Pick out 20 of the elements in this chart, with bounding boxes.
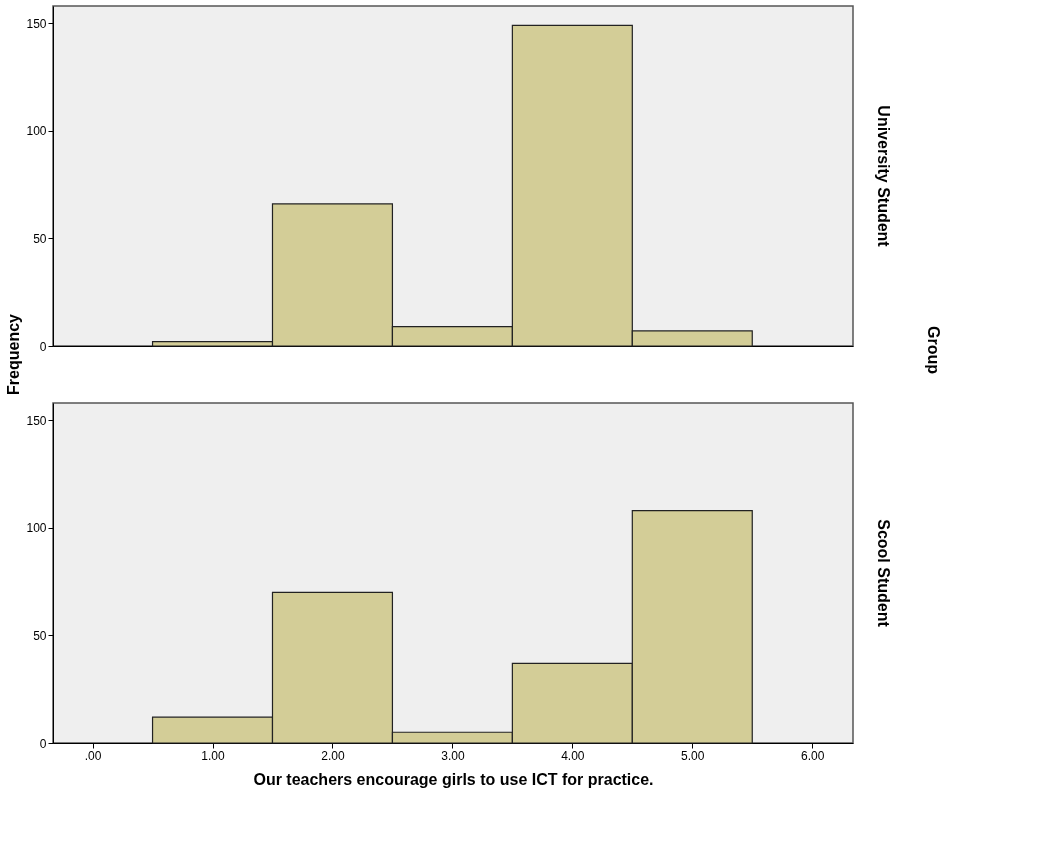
y-tick-label: 100 (26, 124, 47, 139)
x-axis-title: Our teachers encourage girls to use ICT for practice. (253, 770, 654, 788)
x-tick-label: 6.00 (801, 748, 825, 763)
text: Scool Student (875, 519, 892, 628)
y-tick-label: 150 (26, 413, 47, 428)
y-tick-label: 100 (26, 521, 47, 536)
x-tick-label: .00 (84, 748, 102, 763)
y-tick-label: 50 (33, 628, 47, 643)
x-tick-label: 4.00 (561, 748, 585, 763)
x-tick-label: 2.00 (321, 748, 345, 763)
x-tick-label: 1.00 (201, 748, 226, 763)
y-tick-label: 0 (39, 736, 47, 751)
y-tick-label: 50 (33, 231, 47, 246)
text: Group (925, 326, 942, 375)
text: University Student (875, 105, 892, 248)
y-tick-label: 0 (39, 339, 47, 354)
y-tick-label: 150 (26, 16, 47, 31)
x-tick-label: 5.00 (681, 748, 705, 763)
x-tick-label: 3.00 (441, 748, 465, 763)
y-axis-title: Frequency (5, 313, 23, 395)
